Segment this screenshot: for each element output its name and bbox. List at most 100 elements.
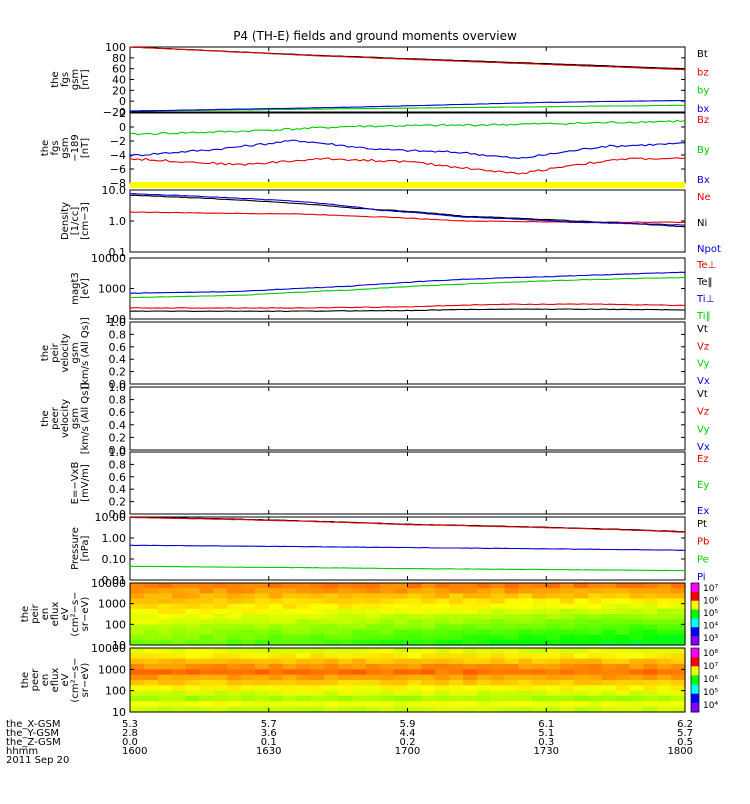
- spectrogram-cell: [657, 664, 672, 670]
- spectrogram-cell: [310, 624, 325, 631]
- spectrogram-cell: [449, 593, 464, 600]
- spectrogram-cell: [643, 624, 658, 631]
- spectrogram-cell: [310, 669, 325, 676]
- spectrogram-cell: [532, 593, 547, 600]
- spectrogram-cell: [546, 593, 561, 600]
- spectrogram-cell: [130, 598, 145, 605]
- spectrogram-cell: [504, 690, 520, 697]
- spectrogram-cell: [365, 619, 381, 625]
- y-tick-label: −4: [110, 149, 126, 162]
- spectrogram-cell: [518, 674, 533, 681]
- spectrogram-cell: [407, 608, 422, 615]
- spectrogram-cell: [130, 603, 145, 610]
- spectrogram-cell: [629, 603, 644, 610]
- spectrogram-cell: [352, 680, 367, 686]
- spectrogram-cell: [532, 706, 547, 713]
- spectrogram-cell: [171, 603, 187, 610]
- spectrogram-cell: [657, 629, 672, 636]
- spectrogram-cell: [241, 639, 256, 646]
- spectrogram-cell: [324, 701, 339, 708]
- spectrogram-cell: [435, 658, 450, 665]
- spectrogram-cell: [449, 583, 464, 589]
- spectrogram-cell: [268, 588, 284, 594]
- spectrogram-cell: [393, 674, 409, 681]
- y-axis-label-line: peir: [30, 603, 41, 623]
- y-tick-label: −8: [110, 177, 126, 190]
- y-axis-label-line: sr−eV): [80, 663, 91, 698]
- spectrogram-cell: [171, 685, 187, 692]
- spectrogram-cell: [185, 598, 200, 605]
- spectrogram-cell: [296, 701, 311, 708]
- spectrogram-cell: [587, 648, 603, 654]
- spectrogram-cell: [532, 664, 547, 670]
- spectrogram-cell: [504, 653, 520, 660]
- spectrogram-cell: [615, 583, 631, 589]
- y-tick-label: 0.4: [109, 419, 127, 432]
- spectrogram-cell: [199, 593, 214, 600]
- spectrogram-cell: [435, 701, 450, 708]
- spectrogram-cell: [227, 664, 242, 670]
- spectrogram-cell: [254, 664, 270, 670]
- y-tick-label: 0.8: [109, 458, 127, 471]
- spectrogram-cell: [393, 598, 409, 605]
- spectrogram-cell: [407, 619, 422, 625]
- spectrogram-cell: [268, 583, 284, 589]
- spectrogram-cell: [241, 593, 256, 600]
- spectrogram-cell: [324, 588, 339, 594]
- spectrogram-cell: [435, 603, 450, 610]
- spectrogram-cell: [365, 598, 381, 605]
- spectrogram-cell: [352, 664, 367, 670]
- spectrogram-cell: [560, 685, 575, 692]
- spectrogram-cell: [282, 629, 298, 636]
- spectrogram-cell: [615, 603, 631, 610]
- spectrogram-cell: [157, 614, 173, 620]
- spectrogram-cell: [282, 588, 298, 594]
- spectrogram-cell: [601, 701, 617, 708]
- spectrogram-cell: [518, 701, 533, 708]
- spectrogram-cell: [504, 696, 520, 702]
- spectrogram-cell: [130, 593, 145, 600]
- spectrogram-cell: [254, 690, 270, 697]
- spectrogram-cell: [476, 696, 492, 702]
- spectrogram-cell: [615, 598, 631, 605]
- spectrogram-cell: [352, 614, 367, 620]
- spectrogram-cell: [490, 664, 506, 670]
- spectrogram-cell: [560, 639, 575, 646]
- spectrogram-cell: [476, 614, 492, 620]
- spectrogram-cell: [601, 653, 617, 660]
- y-axis-label-line: (cm²−s−: [70, 591, 81, 636]
- y-tick-label: −2: [110, 135, 126, 148]
- spectrogram-cell: [504, 680, 520, 686]
- spectrogram-cell: [532, 608, 547, 615]
- spectrogram-cell: [671, 701, 686, 708]
- spectrogram-cell: [227, 701, 242, 708]
- spectrogram-cell: [143, 608, 159, 615]
- spectrogram-cell: [393, 669, 409, 676]
- spectrogram-cell: [643, 588, 658, 594]
- y-tick-label: 2: [119, 107, 126, 120]
- spectrogram-cell: [546, 619, 561, 625]
- spectrogram-cell: [476, 588, 492, 594]
- spectrogram-cell: [587, 685, 603, 692]
- spectrogram-cell: [435, 653, 450, 660]
- spectrogram-cell: [282, 639, 298, 646]
- legend-label: Bt: [697, 49, 708, 60]
- footer-value: 6.1: [538, 719, 554, 730]
- spectrogram-cell: [587, 629, 603, 636]
- spectrogram-cell: [227, 598, 242, 605]
- spectrogram-cell: [463, 685, 478, 692]
- spectrogram-cell: [560, 624, 575, 631]
- spectrogram-cell: [671, 588, 686, 594]
- panel-frame: [129, 189, 686, 253]
- spectrogram-cell: [504, 685, 520, 692]
- spectrogram-cell: [310, 608, 325, 615]
- y-tick-label: 0.1: [109, 246, 127, 259]
- spectrogram-cell: [282, 653, 298, 660]
- spectrogram-cell: [171, 658, 187, 665]
- spectrogram-cell: [282, 696, 298, 702]
- legend-label: Ey: [697, 480, 709, 491]
- colorbar-tick-label: 10⁸: [703, 649, 718, 659]
- spectrogram-cell: [546, 603, 561, 610]
- spectrogram-cell: [435, 614, 450, 620]
- spectrogram-cell: [130, 690, 145, 697]
